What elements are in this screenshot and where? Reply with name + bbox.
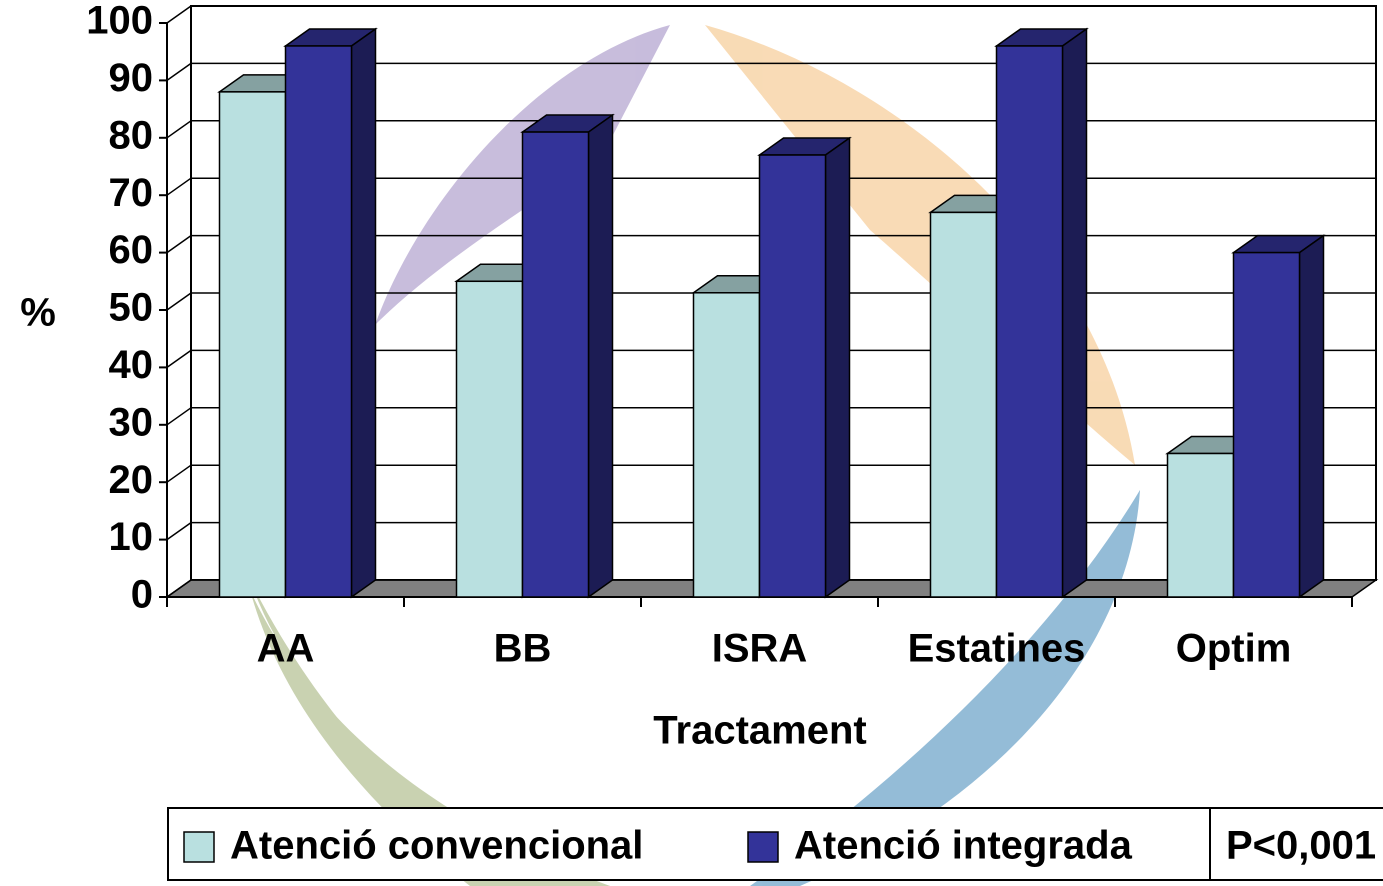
y-tick-label: 70 [109, 171, 154, 215]
y-tick-label: 40 [109, 343, 154, 387]
grid-line-side [166, 120, 192, 139]
bar-front [521, 131, 590, 598]
grid-line-side [166, 234, 192, 254]
grid-line-side [166, 521, 192, 541]
x-tick-label: ISRA [712, 627, 808, 671]
annotation-box [1209, 807, 1383, 881]
y-tick-label: 10 [109, 515, 154, 559]
grid-line-side [166, 349, 192, 369]
bar-side [1061, 27, 1088, 599]
bar-front [929, 211, 998, 598]
bar [520, 113, 615, 599]
y-tick-label: 20 [109, 458, 154, 502]
legend-swatch [183, 831, 215, 863]
bar-front [758, 154, 827, 598]
grid-line-side [166, 177, 192, 196]
legend-label: Atenció convencional [230, 824, 643, 868]
grid-line-side [166, 464, 192, 483]
y-tick-label: 90 [109, 56, 154, 100]
bar-side [587, 113, 614, 599]
bar-front [995, 45, 1064, 598]
bar [757, 136, 852, 599]
y-tick-label: 60 [109, 228, 154, 272]
x-tick-label: Estatines [908, 627, 1086, 671]
y-axis-label: % [20, 291, 56, 335]
grid-line-side [166, 5, 192, 24]
annotation: P<0,001 [1226, 824, 1376, 868]
bar-side [350, 27, 377, 599]
bar-front [218, 91, 287, 598]
y-tick-label: 0 [131, 573, 153, 617]
bar-front [284, 45, 353, 598]
x-tick-label: BB [494, 627, 552, 671]
bar-front [692, 292, 761, 598]
y-tick-label: 80 [109, 113, 154, 157]
y-tick-label: 30 [109, 400, 154, 444]
bar-side [824, 136, 851, 599]
grid-line-side [166, 292, 192, 311]
grid-line-side [166, 407, 192, 426]
y-tick-label: 100 [86, 0, 153, 43]
legend-swatch [747, 831, 779, 863]
bar-front [1232, 251, 1301, 598]
bar [1231, 234, 1326, 599]
bar-front [455, 280, 524, 598]
bar [994, 27, 1089, 599]
legend-label: Atenció integrada [794, 824, 1133, 868]
bar [283, 27, 378, 599]
bar-front [1166, 452, 1235, 598]
grid-line-side [166, 579, 192, 598]
x-tick-label: Optim [1176, 627, 1292, 671]
x-axis-label: Tractament [653, 709, 866, 753]
x-tick-label: AA [257, 627, 315, 671]
bar-side [1298, 234, 1325, 599]
y-tick-label: 50 [109, 286, 154, 330]
grid-line-side [166, 62, 192, 82]
legend-box [167, 807, 1211, 881]
